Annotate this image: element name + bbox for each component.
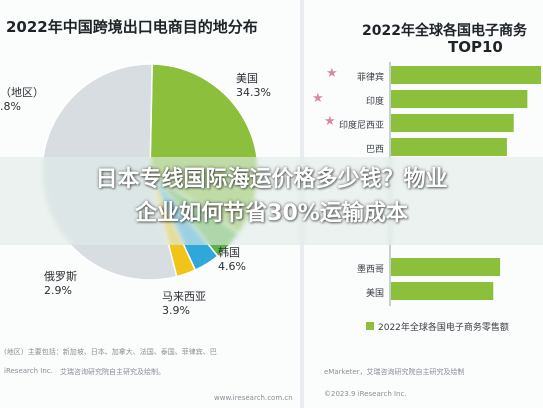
bar-category-label: 美国 (365, 289, 384, 299)
legend-swatch (366, 322, 374, 330)
pie-label-usa-name: 美国 (236, 72, 258, 85)
pie-label-malaysia-name: 马来西亚 (162, 290, 206, 303)
pie-label-other-name: （地区） (0, 86, 44, 99)
pie-footnote-3: 艾瑞咨询研究院自主研究及绘制。 (60, 368, 165, 376)
pie-footnote-1: (地区）主要包括：新加坡、日本、加拿大、法国、泰国、菲律宾、巴 (4, 348, 217, 356)
title-overlay-band (0, 157, 543, 245)
star-icon: ★ (312, 91, 324, 106)
star-icon: ★ (324, 114, 336, 129)
pie-footnote-4: www.iresearch.com.cn (214, 394, 293, 402)
pie-label-usa: 美国 34.3% (236, 72, 271, 100)
bar-category-label: 菲律宾 (356, 73, 384, 83)
bar-footnote-1: eMarketer，艾瑞咨询研究院自主研究及绘制 (324, 368, 465, 376)
legend-label: 2022年全球各国电子商务零售额 (378, 323, 509, 333)
bar-1 (391, 66, 541, 84)
headline-line-1: 日本专线国际海运价格多少钱？物业 (95, 167, 448, 192)
bar-chart-panel: 2022年全球各国电子商务 TOP10 菲律宾 印度 印度尼西亚 巴西 墨西哥 美国 ★ ★… (304, 0, 543, 408)
pie-label-russia-name: 俄罗斯 (44, 270, 77, 283)
pie-chart-title: 2022年中国跨境出口电商目的地分布 (6, 18, 258, 36)
bar-category-label: 巴西 (365, 145, 384, 155)
pie-label-korea-value: 4.6% (218, 260, 246, 273)
pie-label-korea-name: 韩国 (218, 246, 240, 259)
bar-4 (391, 138, 507, 156)
bar-3 (391, 114, 514, 132)
pie-label-malaysia-value: 3.9% (162, 304, 190, 317)
bar-chart (389, 62, 541, 306)
bar-chart-title: 2022年全球各国电子商务 (362, 23, 527, 39)
bar-category-label: 印度 (365, 97, 384, 107)
headline-line-2: 企业如何节省30%运输成本 (135, 201, 408, 226)
bar-category-label: 印度尼西亚 (338, 121, 384, 131)
pie-label-korea: 韩国 4.6% (218, 246, 246, 274)
bar-6 (391, 282, 494, 300)
bar-category-label: 墨西哥 (356, 265, 384, 275)
article-headline: 日本专线国际海运价格多少钱？物业 企业如何节省30%运输成本 (0, 163, 543, 231)
bar-2 (391, 90, 528, 108)
pie-label-russia: 俄罗斯 2.9% (44, 270, 77, 298)
bar-5 (391, 258, 501, 276)
bar-chart-subtitle: TOP10 (448, 38, 503, 56)
pie-label-other: （地区） .8% (0, 86, 44, 114)
pie-footnote-2: iResearch Inc. (4, 367, 53, 375)
pie-label-malaysia: 马来西亚 3.9% (162, 290, 206, 318)
pie-label-usa-value: 34.3% (236, 86, 271, 99)
star-icon: ★ (326, 66, 338, 81)
bar-footnote-2: ©2023.9 iResearch Inc. (324, 390, 407, 398)
pie-label-russia-value: 2.9% (44, 284, 72, 297)
pie-label-other-value: .8% (0, 100, 21, 113)
